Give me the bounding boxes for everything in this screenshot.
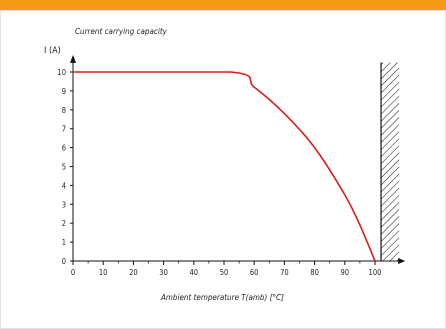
y-tick-label: 1: [62, 238, 66, 247]
y-axis-arrow: [70, 54, 76, 63]
y-tick-label: 4: [62, 181, 66, 190]
x-tick-label: 0: [71, 268, 75, 277]
x-tick-label: 80: [310, 268, 319, 277]
y-tick-label: 6: [62, 144, 66, 153]
x-tick-label: 30: [159, 268, 168, 277]
y-tick-label: 9: [62, 87, 66, 96]
y-tick-label: 7: [62, 125, 66, 134]
y-tick-label: 0: [62, 257, 66, 266]
top-accent-bar: [0, 0, 446, 10]
hatch-fill: [381, 62, 400, 261]
x-tick-label: 70: [280, 268, 289, 277]
x-axis-arrow: [398, 258, 406, 264]
chart-frame: [0, 10, 446, 329]
x-tick-label: 100: [369, 268, 382, 277]
hatched-limit-region: [380, 62, 400, 261]
chart-title: Current carrying capacity: [75, 27, 168, 36]
x-tick-label: 60: [250, 268, 259, 277]
x-tick-label: 40: [190, 268, 199, 277]
y-tick-label: 2: [62, 219, 66, 228]
x-axis-label: Ambient temperature T(amb) [°C]: [160, 293, 284, 302]
x-tick-label: 50: [220, 268, 229, 277]
x-tick-label: 90: [341, 268, 350, 277]
x-tick-label: 20: [129, 268, 138, 277]
y-tick-label: 3: [62, 200, 66, 209]
y-tick-label: 8: [62, 106, 66, 115]
capacity-curve: [73, 71, 376, 262]
y-tick-label: 10: [57, 68, 66, 77]
y-axis-label: I (A): [44, 46, 61, 56]
axes: [70, 54, 406, 264]
y-tick-label: 5: [62, 163, 66, 172]
x-tick-label: 10: [99, 268, 108, 277]
x-ticks: 0 10 20 30 40 50 60 70 80 90 100: [71, 261, 382, 277]
y-ticks: 0 1 2 3 4 5 6 7 8 9 10: [57, 68, 73, 266]
